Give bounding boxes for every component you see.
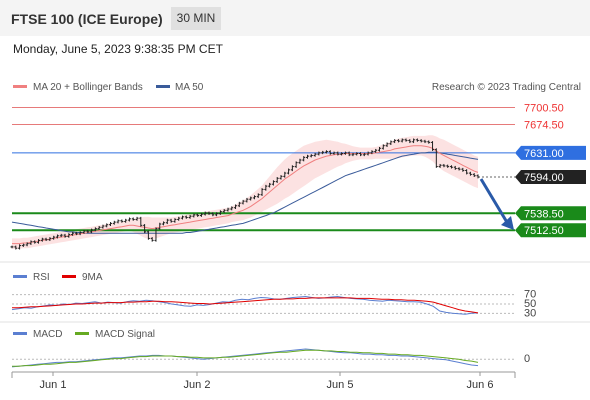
ma50-line bbox=[11, 151, 479, 234]
macd-line bbox=[11, 348, 479, 368]
rsi-line bbox=[11, 295, 479, 315]
ma20-line bbox=[12, 145, 479, 245]
x-tick-label: Jun 2 bbox=[184, 379, 211, 391]
legend-swatch-rsi-ma bbox=[62, 275, 76, 278]
legend-macd: MACD bbox=[33, 329, 62, 340]
legend-swatch-bollinger bbox=[13, 85, 27, 88]
instrument-title: FTSE 100 (ICE Europe) bbox=[11, 11, 163, 27]
chart-header: FTSE 100 (ICE Europe) 30 MIN bbox=[0, 0, 590, 36]
macd-signal-line bbox=[12, 349, 479, 367]
level-label: 7631.00 bbox=[524, 148, 564, 160]
x-tick-label: Jun 6 bbox=[467, 379, 494, 391]
legend-swatch-macd-signal bbox=[75, 332, 89, 335]
legend-swatch-macd bbox=[13, 332, 27, 335]
macd-level-label: 0 bbox=[524, 353, 530, 365]
legend-rsi: RSI bbox=[33, 272, 50, 283]
legend-swatch-ma50 bbox=[156, 85, 170, 88]
legend-rsi-ma: 9MA bbox=[82, 272, 103, 283]
forecast-arrow-head bbox=[501, 216, 514, 231]
price-tag-7594.00 bbox=[515, 170, 586, 185]
x-tick-label: Jun 1 bbox=[40, 379, 67, 391]
rsi-ma-line bbox=[12, 297, 479, 314]
timeframe-badge[interactable]: 30 MIN bbox=[171, 7, 221, 30]
legend-swatch-rsi bbox=[13, 275, 27, 278]
level-label: 7700.50 bbox=[524, 102, 564, 114]
x-tick-label: Jun 5 bbox=[327, 379, 354, 391]
rsi-level-label: 30 bbox=[524, 307, 536, 319]
datetime-label: Monday, June 5, 2023 9:38:35 PM CET bbox=[13, 42, 223, 56]
legend-macd-signal: MACD Signal bbox=[95, 329, 155, 340]
price-tag-7512.50 bbox=[515, 223, 586, 238]
legend-bollinger: MA 20 + Bollinger Bands bbox=[33, 82, 143, 93]
rsi-level-label: 70 bbox=[524, 289, 536, 301]
level-label: 7538.50 bbox=[524, 208, 564, 220]
rsi-level-label: 50 bbox=[524, 298, 536, 310]
level-label: 7674.50 bbox=[524, 119, 564, 131]
forecast-arrow-shaft bbox=[479, 178, 510, 225]
bollinger-band bbox=[12, 135, 478, 249]
legend-ma50: MA 50 bbox=[175, 82, 204, 93]
level-label: 7512.50 bbox=[524, 225, 564, 237]
price-tag-7631.00 bbox=[515, 145, 586, 160]
price-tag-7538.50 bbox=[515, 206, 586, 221]
level-label: 7594.00 bbox=[524, 172, 564, 184]
credit-label: Research © 2023 Trading Central bbox=[432, 82, 581, 93]
